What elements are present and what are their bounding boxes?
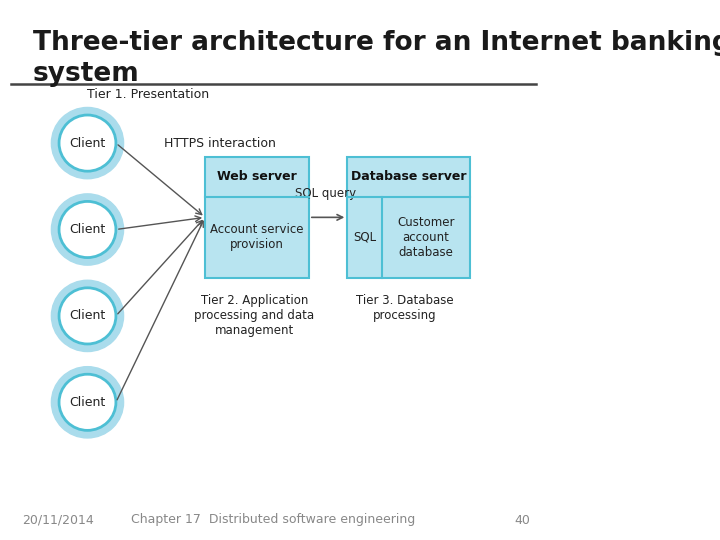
Circle shape: [51, 107, 124, 179]
Circle shape: [51, 280, 124, 352]
Text: HTTPS interaction: HTTPS interaction: [164, 137, 276, 150]
Circle shape: [59, 115, 116, 171]
Circle shape: [51, 194, 124, 265]
Circle shape: [59, 201, 116, 258]
Text: Tier 1. Presentation: Tier 1. Presentation: [88, 88, 210, 101]
Text: Client: Client: [69, 223, 106, 236]
Text: Client: Client: [69, 309, 106, 322]
Circle shape: [59, 374, 116, 430]
Circle shape: [51, 367, 124, 438]
FancyBboxPatch shape: [205, 157, 309, 278]
Text: 40: 40: [515, 514, 531, 526]
FancyBboxPatch shape: [347, 157, 470, 278]
Text: Web server: Web server: [217, 170, 297, 183]
Text: Tier 3. Database
processing: Tier 3. Database processing: [356, 294, 454, 322]
Text: Three-tier architecture for an Internet banking
system: Three-tier architecture for an Internet …: [33, 30, 720, 87]
Text: Client: Client: [69, 137, 106, 150]
Text: SQL: SQL: [353, 231, 376, 244]
Text: 20/11/2014: 20/11/2014: [22, 514, 94, 526]
Text: Database server: Database server: [351, 170, 467, 183]
Circle shape: [59, 288, 116, 344]
Text: Tier 2. Application
processing and data
management: Tier 2. Application processing and data …: [194, 294, 315, 338]
Text: Client: Client: [69, 396, 106, 409]
Text: SQL query: SQL query: [294, 187, 356, 200]
Text: Chapter 17  Distributed software engineering: Chapter 17 Distributed software engineer…: [131, 514, 415, 526]
Text: Account service
provision: Account service provision: [210, 224, 304, 252]
Text: Customer
account
database: Customer account database: [397, 216, 455, 259]
